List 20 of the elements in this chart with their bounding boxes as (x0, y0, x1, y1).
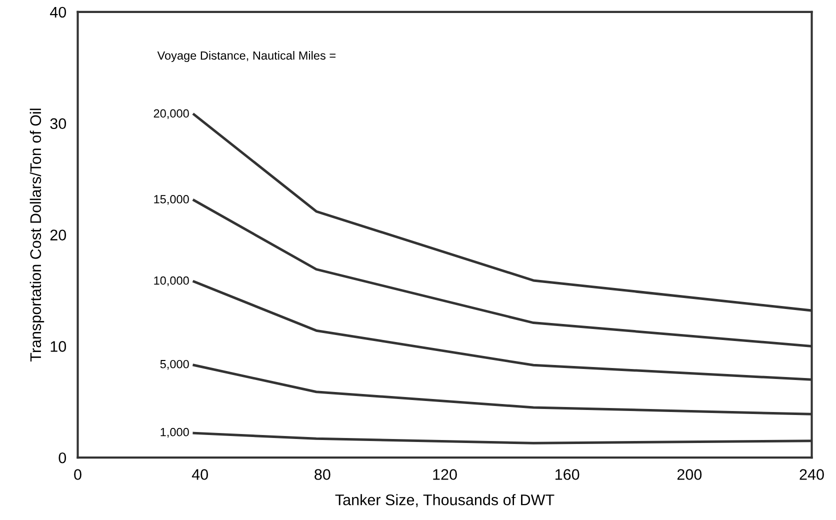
x-tick-label: 120 (433, 469, 457, 480)
x-tick-label: 40 (192, 469, 208, 480)
legend-title: Voyage Distance, Nautical Miles = (157, 51, 336, 62)
y-tick-label: 0 (58, 452, 66, 464)
x-tick-label: 0 (74, 469, 82, 480)
series-label: 15,000 (154, 195, 189, 205)
y-tick-label: 30 (50, 118, 66, 130)
y-axis-title: Transportation Cost Dollars/Ton of Oil (30, 108, 44, 362)
series-label: 1,000 (160, 428, 189, 438)
series-label: 20,000 (154, 109, 189, 120)
x-axis-title: Tanker Size, Thousands of DWT (335, 494, 554, 508)
x-tick-label: 80 (314, 469, 330, 480)
x-tick-label: 160 (556, 469, 580, 480)
y-tick-label: 10 (50, 341, 66, 352)
y-tick-label: 40 (50, 6, 66, 18)
y-tick-label: 20 (50, 230, 66, 240)
x-tick-label: 240 (800, 469, 824, 480)
series-label: 5,000 (160, 360, 189, 370)
series-label: 10,000 (154, 276, 189, 286)
x-tick-label: 200 (677, 469, 702, 480)
